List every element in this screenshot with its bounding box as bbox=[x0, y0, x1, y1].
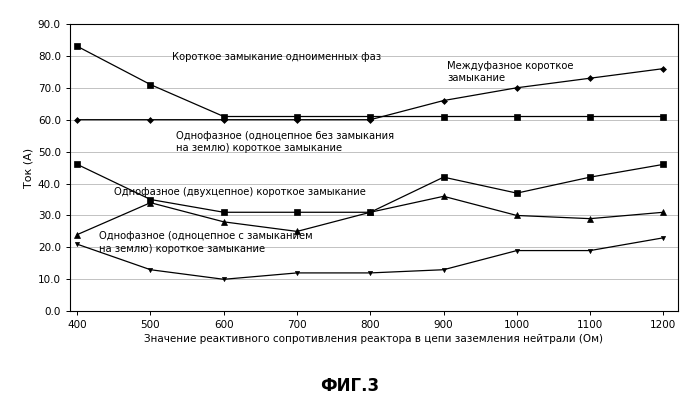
Text: Междуфазное короткое
замыкание: Междуфазное короткое замыкание bbox=[447, 61, 574, 83]
Text: ФИГ.3: ФИГ.3 bbox=[320, 377, 379, 395]
Text: Однофазное (двухцепное) короткое замыкание: Однофазное (двухцепное) короткое замыкан… bbox=[114, 186, 366, 197]
Text: Однофазное (одноцепное с замыканием
на землю) короткое замыкание: Однофазное (одноцепное с замыканием на з… bbox=[99, 231, 313, 254]
Text: Однофазное (одноцепное без замыкания
на землю) короткое замыкание: Однофазное (одноцепное без замыкания на … bbox=[176, 131, 394, 153]
Text: Короткое замыкание одноименных фаз: Короткое замыкание одноименных фаз bbox=[173, 52, 382, 63]
X-axis label: Значение реактивного сопротивления реактора в цепи заземления нейтрали (Ом): Значение реактивного сопротивления реакт… bbox=[145, 334, 603, 344]
Y-axis label: Ток (A): Ток (A) bbox=[24, 148, 34, 188]
